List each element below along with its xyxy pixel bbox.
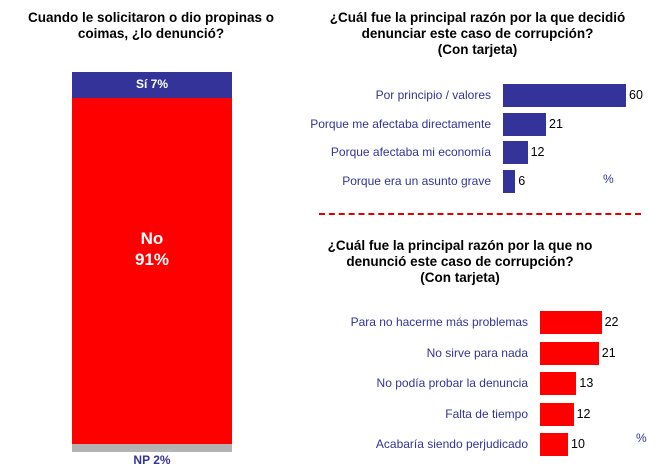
- bar: [540, 341, 599, 365]
- value-label: 12: [576, 406, 591, 421]
- bar: [540, 311, 602, 334]
- chart2-unit-label: %: [603, 172, 614, 186]
- bar: [503, 84, 626, 107]
- value-label: 60: [629, 88, 643, 102]
- chart2-title-line3: (Con tarjeta): [437, 42, 518, 57]
- category-label: No podía probar la denuncia: [376, 376, 528, 390]
- bar: [540, 372, 577, 395]
- category-label: No sirve para nada: [426, 345, 528, 360]
- category-label: Porque me afectaba directamente: [310, 116, 491, 131]
- segment-label-np: NP 2%: [133, 453, 171, 467]
- bar: [540, 402, 574, 426]
- chart2-title: ¿Cuál fue la principal razón por la que …: [300, 10, 655, 58]
- chart3-title: ¿Cuál fue la principal razón por la que …: [300, 238, 620, 286]
- chart3-title-line3: (Con tarjeta): [420, 270, 500, 285]
- category-label: Porque afectaba mi economía: [330, 145, 491, 159]
- bar: [503, 169, 516, 193]
- chart3-title-line2: denunció este caso de corrupción?: [346, 254, 574, 269]
- bar: [540, 433, 568, 456]
- chart2-title-line2: denunciar este caso de corrupción?: [361, 26, 594, 41]
- value-label: 21: [601, 345, 616, 360]
- segment-label-no: No 91%: [72, 228, 232, 270]
- value-label: 13: [579, 376, 594, 390]
- bar: [503, 112, 547, 136]
- category-label: Por principio / valores: [375, 88, 491, 102]
- bar-segment-si: Sí 7%: [72, 72, 232, 98]
- bar-segment-no: No 91%: [72, 98, 232, 444]
- chart3-title-line1: ¿Cuál fue la principal razón por la que …: [327, 238, 593, 253]
- chart2-title-line1: ¿Cuál fue la principal razón por la que …: [329, 10, 626, 25]
- value-label: 21: [549, 116, 563, 131]
- category-label: Falta de tiempo: [445, 406, 528, 421]
- segment-label-no-name: No: [140, 229, 164, 248]
- chart3-unit-label: %: [636, 431, 647, 445]
- chart1-title: Cuando le solicitaron o dio propinas o c…: [27, 10, 274, 41]
- category-label: Para no hacerme más problemas: [350, 315, 528, 329]
- value-label: 10: [571, 437, 585, 451]
- value-label: 12: [530, 145, 545, 159]
- segment-label-no-value: 91%: [134, 250, 170, 269]
- value-label: 22: [604, 315, 619, 329]
- value-label: 6: [518, 173, 526, 188]
- bar-segment-np: [72, 444, 232, 452]
- category-label: Acabaría siendo perjudicado: [375, 437, 528, 451]
- dashed-divider: [319, 213, 641, 215]
- segment-label-si: Sí 7%: [135, 77, 168, 91]
- bar: [503, 141, 528, 164]
- category-label: Porque era un asunto grave: [342, 173, 491, 188]
